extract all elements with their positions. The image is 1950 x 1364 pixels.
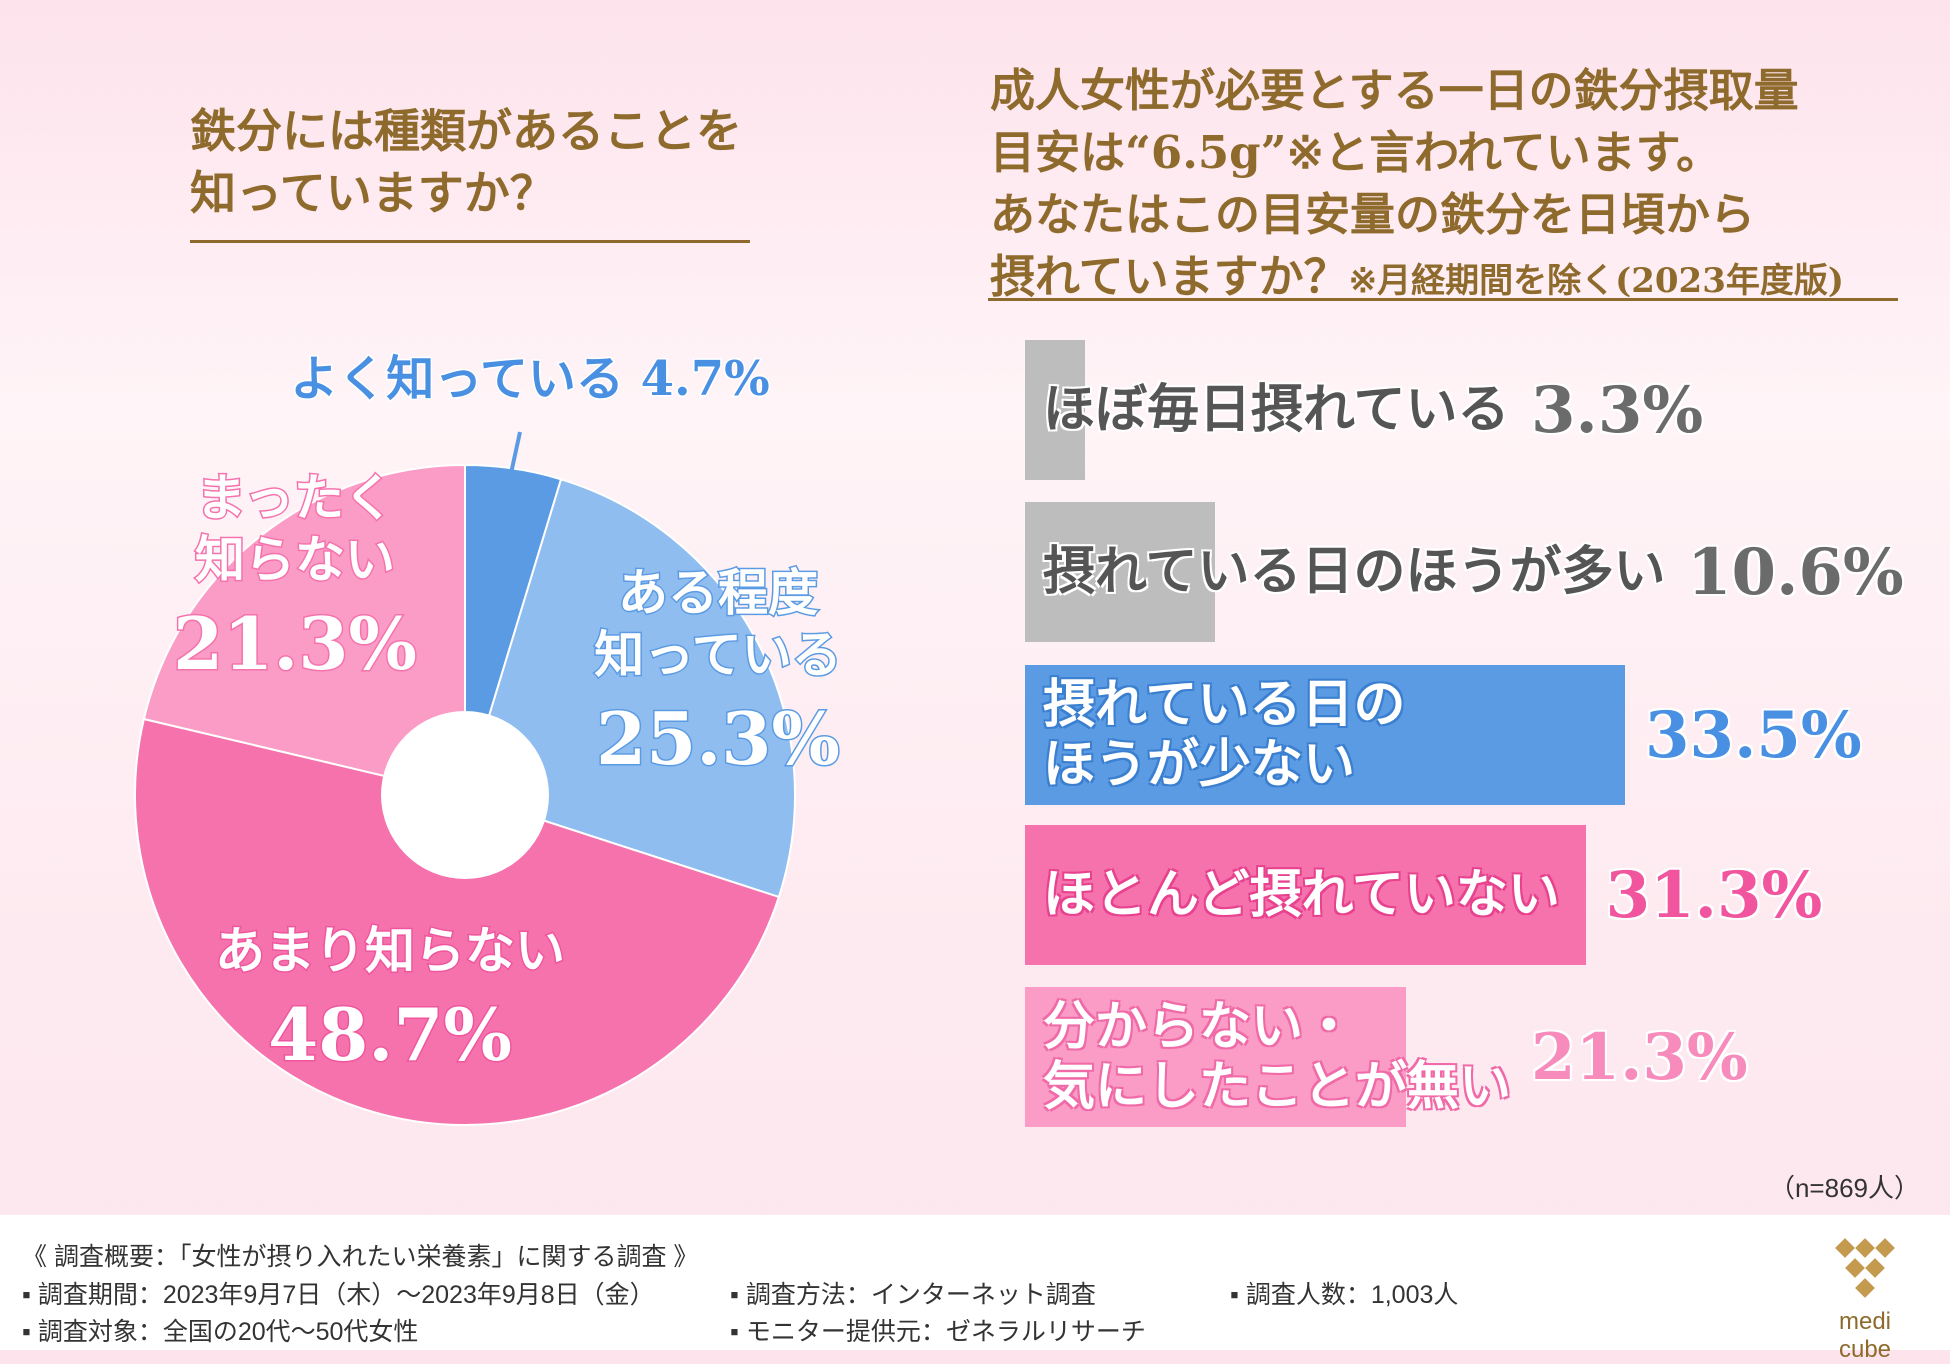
pie-label-well-known: よく知っている 4.7% <box>289 350 771 409</box>
pie-label-text: 知っている <box>594 625 842 684</box>
cube-logo-icon <box>1835 1238 1895 1298</box>
donut-hole <box>381 711 549 879</box>
pie-label-text: ある程度 <box>618 563 818 622</box>
survey-period: ▪ 調査期間：2023年9月7日（木）～2023年9月8日（金） <box>22 1281 655 1309</box>
bar-daily-label: ほぼ毎日摂れている <box>1043 379 1510 440</box>
survey-period-text: 調査期間：2023年9月7日（木）～2023年9月8日（金） <box>37 1281 655 1309</box>
bar-rarely-row: 摂れている日の ほうが少ない 33.5% <box>1025 665 1925 805</box>
survey-method-text: 調査方法：インターネット調査 <box>745 1281 1096 1309</box>
survey-footer: 《 調査概要：「女性が摂り入れたい栄養素」に関する調査 》 ▪ 調査期間：202… <box>0 1215 1950 1363</box>
bar-title-divider <box>988 298 1898 301</box>
bar-unknown-label: 分からない・ 気にしたことが無い <box>1043 996 1512 1117</box>
pie-question-title: 鉄分には種類があることを 知っていますか？ <box>190 100 790 224</box>
bar-almost-never-row: ほとんど摂れていない 31.3% <box>1025 825 1925 965</box>
pie-pct-text: 21.3% <box>173 601 417 686</box>
bar-daily <box>1025 340 1085 480</box>
bar-mostly-label: 摂れている日のほうが多い <box>1043 541 1666 602</box>
pie-label-text: よく知っている 4.7% <box>290 351 769 407</box>
bar-unknown-row: 分からない・ 気にしたことが無い 21.3% <box>1025 987 1925 1127</box>
pie-label-little-known: あまり知らない 48.7% <box>214 920 567 1079</box>
bar-mostly-row: 摂れている日のほうが多い 10.6% <box>1025 502 1925 642</box>
survey-target-text: 調査対象：全国の20代～50代女性 <box>37 1318 419 1346</box>
bar-unknown <box>1025 987 1407 1127</box>
medi-cube-logo: medi cube <box>1810 1233 1920 1364</box>
survey-count: ▪ 調査人数：1,003人 <box>1230 1281 1459 1309</box>
survey-method: ▪ 調査方法：インターネット調査 <box>730 1281 1096 1309</box>
bar-mostly <box>1025 502 1215 642</box>
bar-title-line2: 目安は“6.5g”※と言われています。 <box>990 126 1722 179</box>
pie-label-text: 知らない <box>195 530 395 589</box>
pie-slice-unknown <box>142 463 466 797</box>
bar-almost-never-label: ほとんど摂れていない <box>1043 864 1560 925</box>
bar-daily-row: ほぼ毎日摂れている 3.3% <box>1025 340 1925 480</box>
pie-pct-text: 25.3% <box>596 696 840 781</box>
bar-unknown-pct: 21.3% <box>1531 1019 1748 1095</box>
pie-label-text: まったく <box>196 468 394 527</box>
pie-label-text: あまり知らない <box>215 921 565 980</box>
bar-daily-pct: 3.3% <box>1531 372 1704 448</box>
survey-monitor: ▪ モニター提供元：ゼネラルリサーチ <box>730 1318 1146 1346</box>
bar-title-note: ※月経期間を除く(2023年度版) <box>1348 261 1844 301</box>
survey-heading: 《 調査概要：「女性が摂り入れたい栄養素」に関する調査 》 <box>22 1243 699 1271</box>
pie-title-line1: 鉄分には種類があることを <box>190 104 742 158</box>
bar-question-title: 成人女性が必要とする一日の鉄分摂取量 目安は“6.5g”※と言われています。 あ… <box>990 60 1910 312</box>
pie-title-divider <box>190 240 750 243</box>
survey-target: ▪ 調査対象：全国の20代～50代女性 <box>22 1318 419 1346</box>
survey-monitor-text: モニター提供元：ゼネラルリサーチ <box>745 1318 1146 1346</box>
sample-size-note: （n=869人） <box>1768 1173 1920 1203</box>
survey-count-text: 調査人数：1,003人 <box>1245 1281 1459 1309</box>
pie-title-line2: 知っていますか？ <box>190 166 556 220</box>
pie-slice-little-known <box>133 717 781 1126</box>
logo-text: medi cube <box>1838 1308 1892 1363</box>
bar-mostly-pct: 10.6% <box>1687 534 1904 610</box>
bar-title-line4: 摂れていますか？ <box>990 250 1349 303</box>
bar-rarely <box>1025 665 1625 805</box>
bar-almost-never <box>1025 825 1586 965</box>
bar-title-line3: あなたはこの目安量の鉄分を日頃から <box>990 188 1756 241</box>
leader-line-well-known <box>508 431 522 479</box>
pie-pct-text: 48.7% <box>268 992 512 1077</box>
bar-rarely-label: 摂れている日の ほうが少ない <box>1043 674 1406 795</box>
bar-almost-never-pct: 31.3% <box>1605 857 1823 933</box>
bar-title-line1: 成人女性が必要とする一日の鉄分摂取量 <box>990 64 1799 117</box>
bar-rarely-pct: 33.5% <box>1645 697 1862 773</box>
